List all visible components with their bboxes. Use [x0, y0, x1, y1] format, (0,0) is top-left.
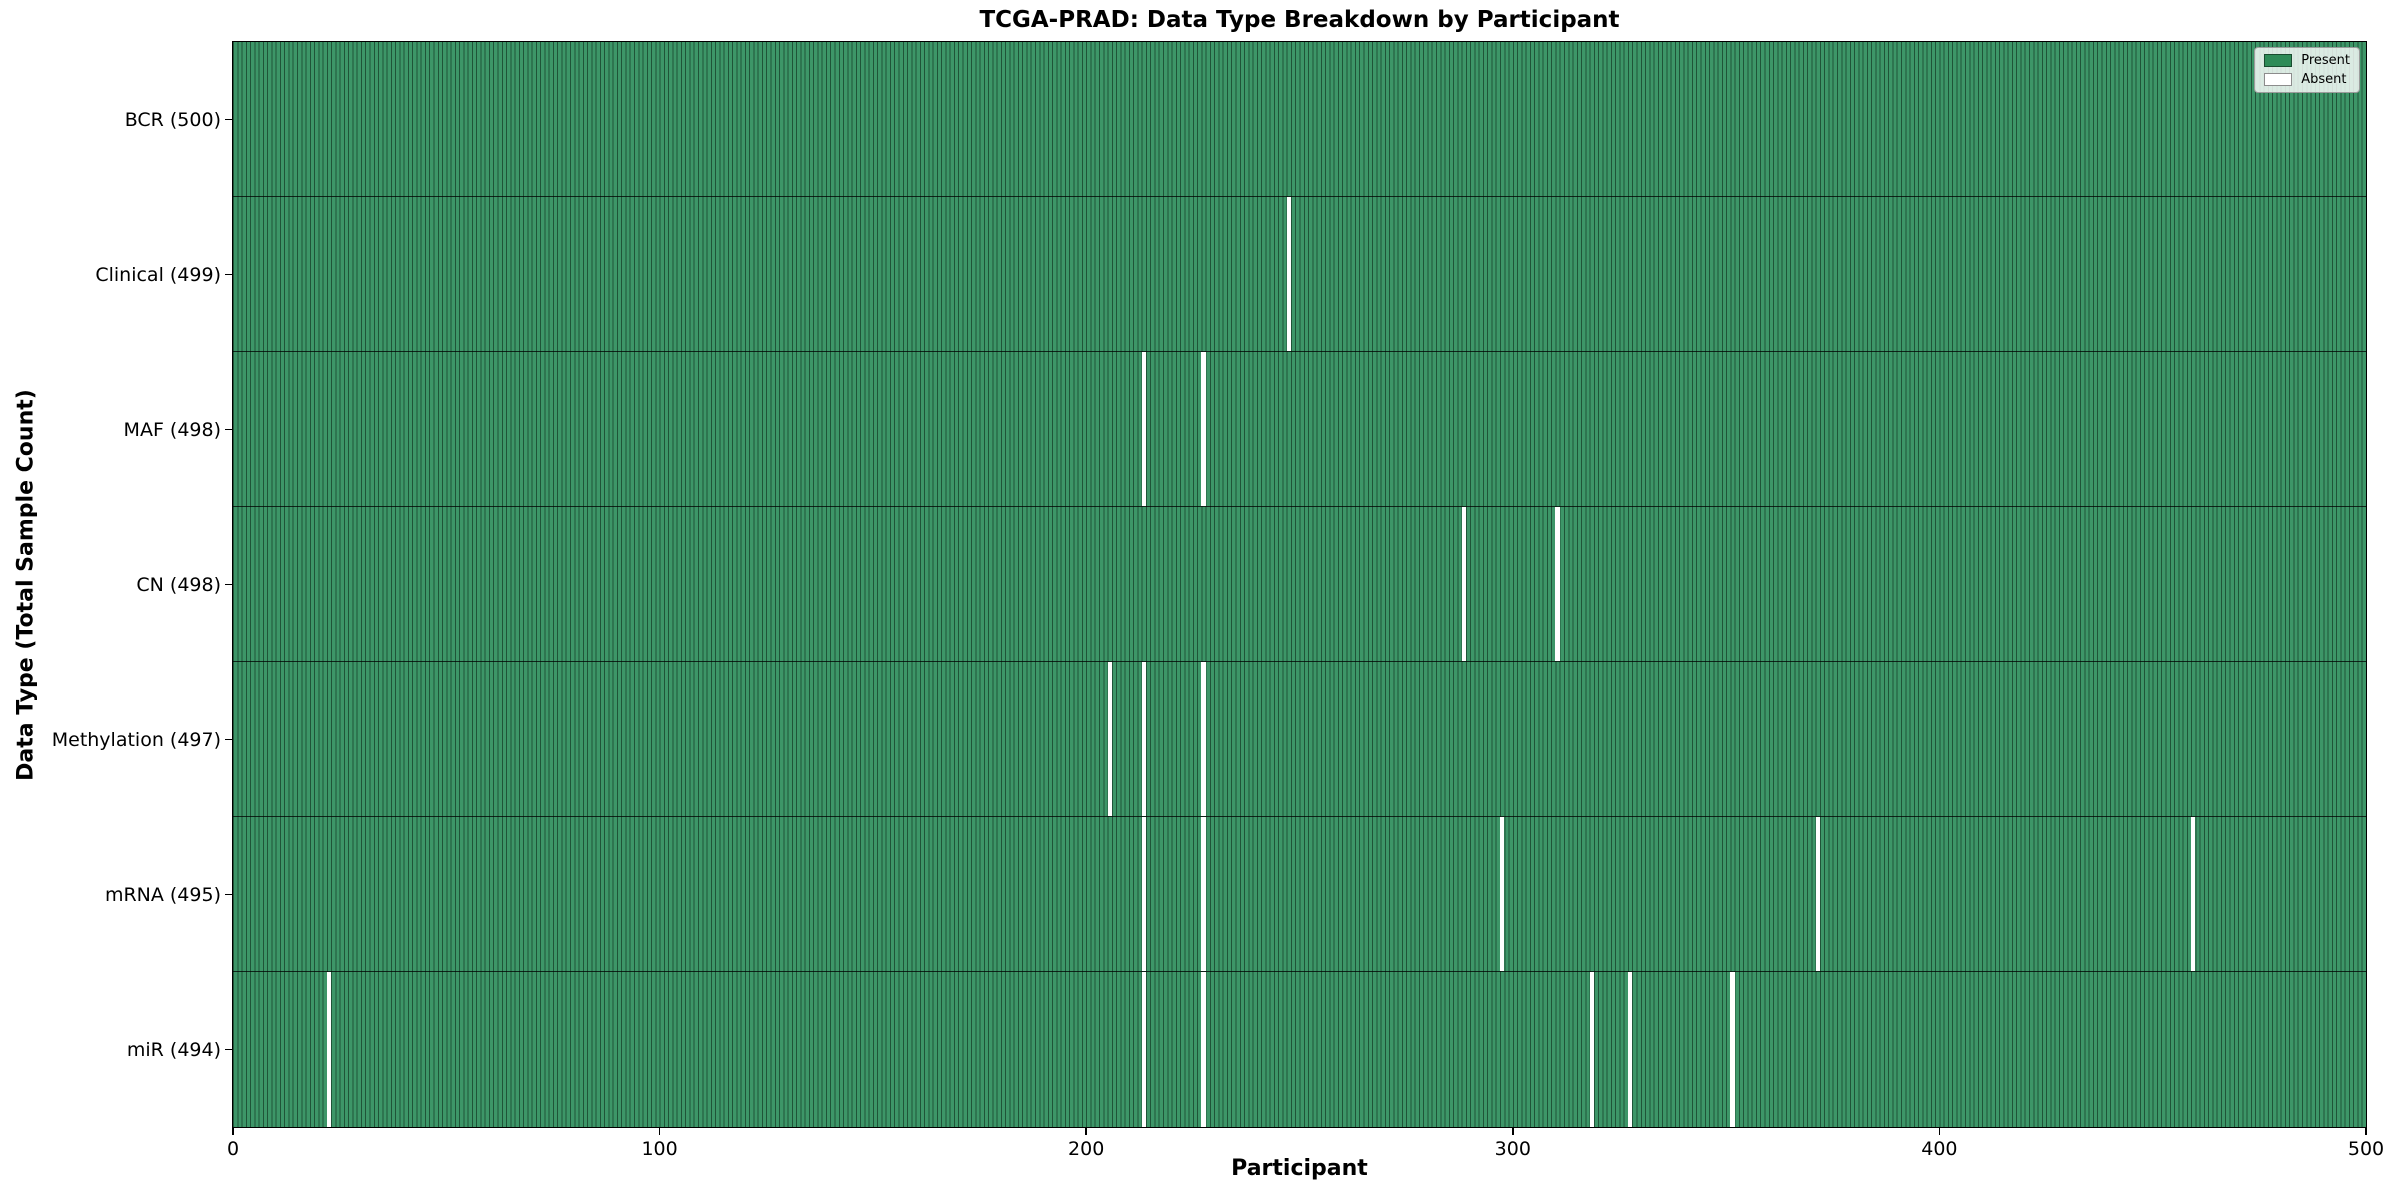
absent-gap: [1107, 662, 1112, 816]
y-tick-marks: [225, 42, 233, 1127]
y-tick-label: CN (498): [136, 573, 221, 596]
y-tick-mark: [225, 118, 233, 121]
absent-gap: [1555, 507, 1560, 661]
y-tick-mark: [225, 893, 233, 896]
heatmap-row-cn: [233, 507, 2366, 662]
plot-area: Present Absent: [232, 41, 2367, 1128]
heatmap-row-mir: [233, 972, 2366, 1127]
absent-swatch-icon: [2264, 73, 2293, 86]
x-tick-label: 0: [226, 1138, 240, 1160]
x-tick-mark: [1085, 1127, 1087, 1135]
y-tick-label: BCR (500): [124, 108, 221, 131]
x-tick-mark: [1938, 1127, 1941, 1135]
x-tick-mark: [658, 1127, 661, 1135]
y-tick-mark: [225, 428, 233, 431]
x-tick-mark: [1512, 1127, 1514, 1135]
absent-gap: [1730, 972, 1735, 1127]
y-tick-label: mRNA (495): [104, 883, 221, 906]
x-tick-label: 100: [641, 1138, 678, 1160]
absent-gap: [1201, 352, 1206, 506]
y-tick-mark: [225, 583, 233, 586]
y-tick-label: Methylation (497): [51, 728, 221, 751]
legend-entry-present: Present: [2264, 54, 2350, 67]
absent-gap: [1815, 817, 1820, 971]
absent-gap: [326, 972, 332, 1127]
absent-gap: [1286, 197, 1291, 351]
x-tick-label: 300: [1494, 1138, 1531, 1160]
x-tick-label: 500: [2347, 1138, 2385, 1160]
y-tick-labels: BCR (500) Clinical (499) MAF (498) CN (498)…: [0, 42, 221, 1127]
y-tick-label: Clinical (499): [95, 263, 221, 286]
x-tick-mark: [232, 1127, 234, 1135]
absent-gap: [2191, 817, 2196, 971]
legend-label-absent: Absent: [2301, 72, 2347, 87]
x-tick-mark: [2365, 1127, 2367, 1135]
absent-gap: [1201, 817, 1206, 971]
y-tick-mark: [225, 738, 233, 741]
chart-title: TCGA-PRAD: Data Type Breakdown by Partic…: [979, 7, 1620, 33]
absent-gap: [1461, 507, 1466, 661]
y-tick-label: miR (494): [126, 1038, 221, 1061]
y-tick-mark: [225, 1048, 233, 1051]
legend: Present Absent: [2254, 47, 2360, 93]
present-swatch-icon: [2264, 54, 2293, 67]
x-axis-label: Participant: [1231, 1156, 1368, 1181]
y-tick-mark: [225, 273, 233, 276]
absent-gap: [1141, 662, 1146, 816]
absent-gap: [1201, 972, 1206, 1127]
x-axis: 0 100 200 300 400 500: [227, 1127, 2384, 1169]
absent-gap: [1141, 352, 1146, 506]
heatmap-row-maf: [233, 352, 2366, 507]
x-tick-label: 200: [1068, 1138, 1105, 1160]
absent-gap: [1589, 972, 1594, 1127]
legend-entry-absent: Absent: [2264, 73, 2350, 86]
heatmap-row-mrna: [233, 817, 2366, 972]
y-tick-label: MAF (498): [123, 418, 221, 441]
heatmap-row-clinical: [233, 197, 2366, 352]
absent-gap: [1141, 817, 1146, 971]
absent-gap: [1500, 817, 1505, 971]
absent-gap: [1627, 972, 1633, 1127]
x-tick-label: 400: [1921, 1138, 1958, 1160]
absent-gap: [1201, 662, 1206, 816]
heatmap-row-methylation: [233, 662, 2366, 817]
legend-label-present: Present: [2301, 53, 2350, 68]
heatmap-row-bcr: [233, 42, 2366, 197]
absent-gap: [1141, 972, 1146, 1127]
